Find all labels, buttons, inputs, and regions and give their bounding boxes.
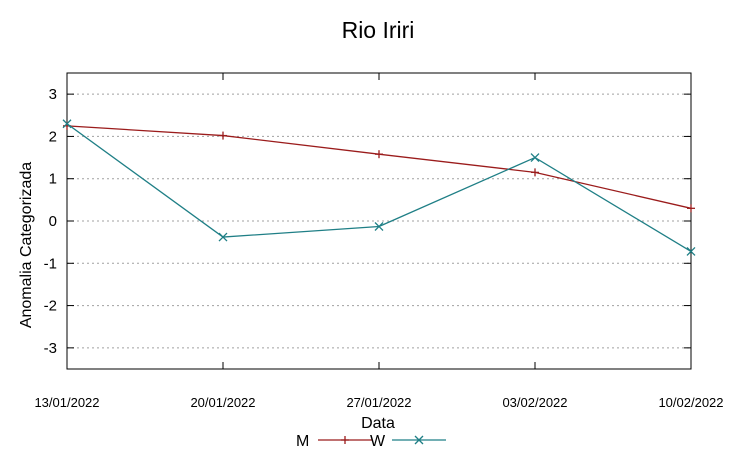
y-axis: 3 2 1 0 -1 -2 -3 xyxy=(44,86,691,357)
x-tick-label: 13/01/2022 xyxy=(34,395,99,410)
grid-lines xyxy=(67,93,691,349)
series-line-w xyxy=(66,123,692,253)
data-point-m xyxy=(531,168,539,177)
y-tick-label: -3 xyxy=(44,340,57,357)
data-point-w xyxy=(62,119,72,129)
y-tick-label: 3 xyxy=(49,86,57,103)
data-point-w xyxy=(374,222,384,231)
y-tick-label: 1 xyxy=(49,171,57,188)
data-point-m xyxy=(219,131,227,140)
x-tick-label: 20/01/2022 xyxy=(190,395,255,410)
y-tick-label: -2 xyxy=(44,298,57,315)
data-point-w xyxy=(218,232,228,242)
x-tick-label: 10/02/2022 xyxy=(658,395,723,410)
x-axis-label: Data xyxy=(361,415,395,432)
data-point-m xyxy=(375,150,383,159)
series-group xyxy=(62,119,696,256)
x-axis: 13/01/2022 20/01/2022 27/01/2022 03/02/2022… xyxy=(34,73,724,410)
y-tick-label: -1 xyxy=(44,255,57,272)
x-tick-label: 03/02/2022 xyxy=(502,395,567,410)
chart-title: Rio Iriri xyxy=(342,17,415,43)
x-tick-label: 27/01/2022 xyxy=(346,395,411,410)
series-line-m xyxy=(66,125,692,209)
y-tick-label: 2 xyxy=(49,128,57,145)
y-axis-label: Anomalia Categorizada xyxy=(18,162,35,328)
data-point-w xyxy=(686,246,696,256)
y-tick-label: 0 xyxy=(49,213,57,230)
legend-marker-w xyxy=(414,435,424,445)
legend-label-w: W xyxy=(370,433,386,450)
legend-marker-m xyxy=(341,436,349,444)
data-point-w xyxy=(530,153,540,163)
data-point-m xyxy=(687,204,695,213)
legend-label-m: M xyxy=(296,433,309,450)
